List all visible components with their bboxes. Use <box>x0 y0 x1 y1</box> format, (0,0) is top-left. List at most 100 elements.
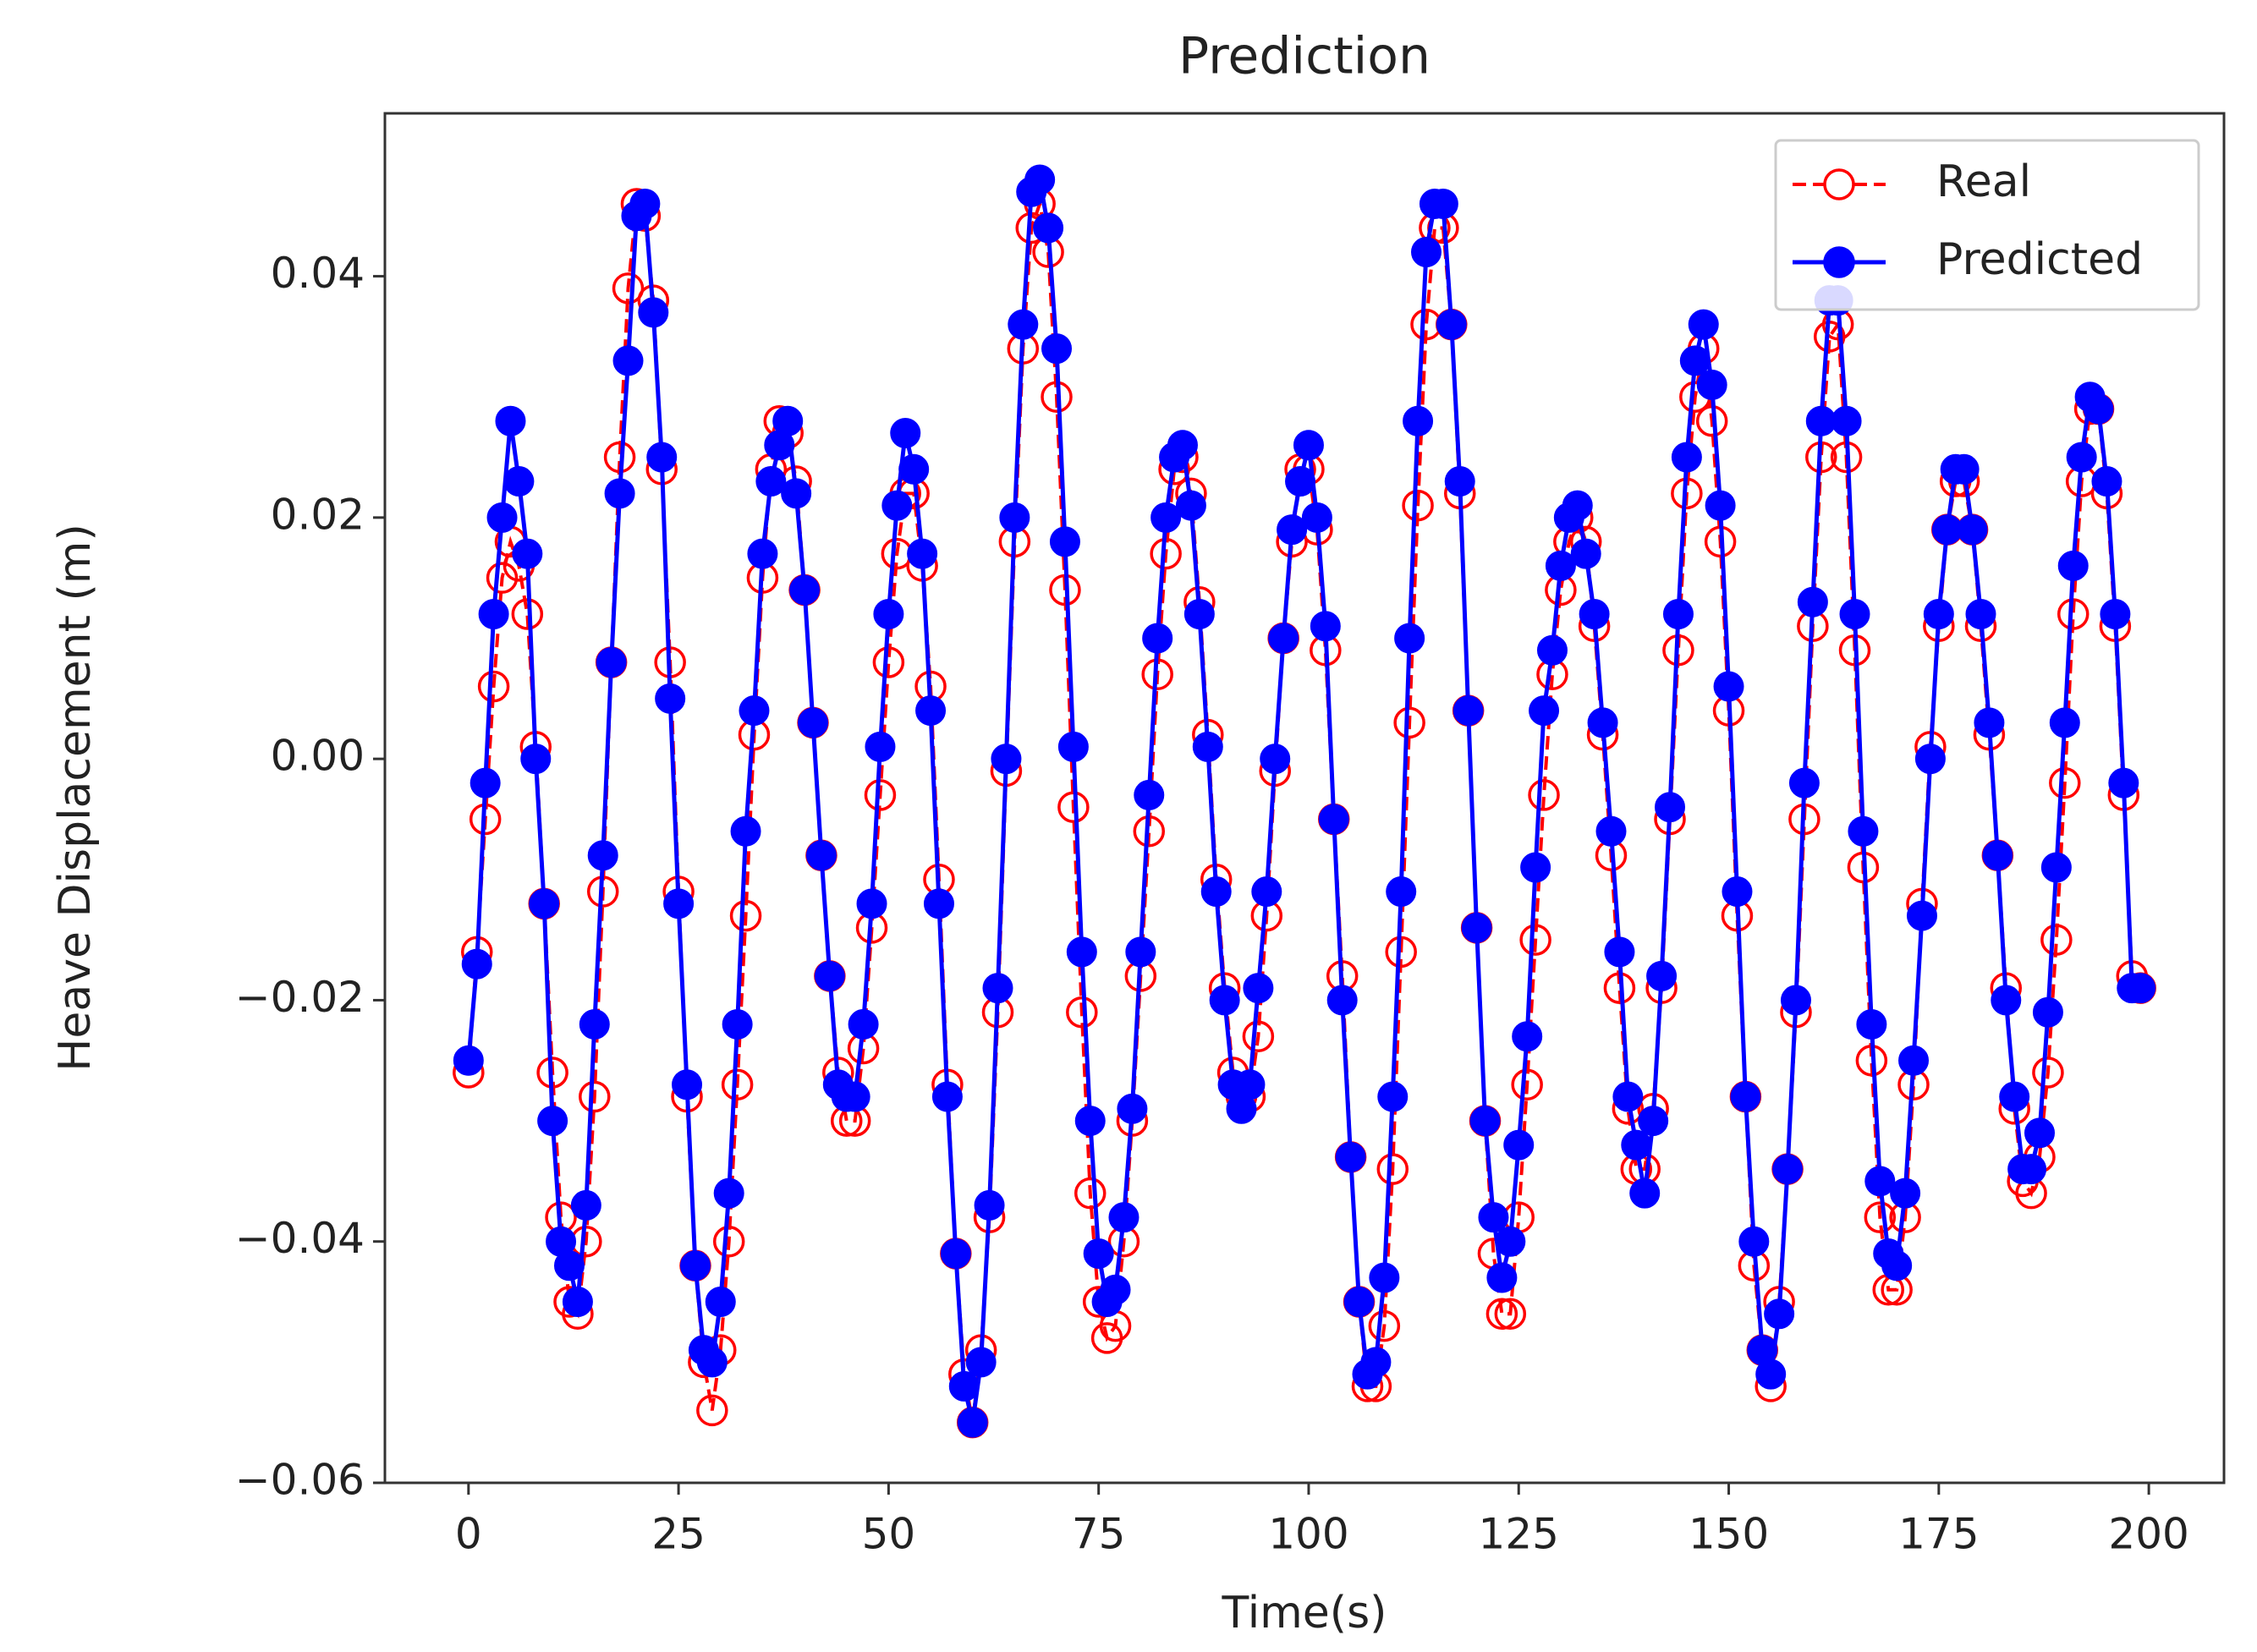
predicted-marker <box>1780 985 1811 1016</box>
predicted-marker <box>1705 490 1736 521</box>
real-marker <box>729 899 762 932</box>
predicted-marker <box>1243 973 1274 1004</box>
predicted-marker <box>982 973 1013 1004</box>
predicted-marker <box>1125 936 1156 968</box>
predicted-marker <box>1310 611 1341 642</box>
predicted-marker <box>1234 1069 1266 1100</box>
real-marker <box>1066 996 1098 1029</box>
predicted-marker <box>713 1177 744 1209</box>
x-tick-label: 50 <box>862 1510 916 1559</box>
predicted-marker <box>789 574 821 606</box>
x-tick-label: 150 <box>1689 1510 1769 1559</box>
predicted-marker <box>931 1081 963 1112</box>
predicted-marker <box>1326 985 1358 1016</box>
predicted-marker <box>553 1250 585 1282</box>
predicted-marker <box>1646 960 1678 991</box>
predicted-marker <box>1520 852 1551 883</box>
predicted-marker <box>747 538 778 569</box>
predicted-marker <box>579 1008 610 1040</box>
predicted-marker <box>814 960 845 991</box>
predicted-marker <box>646 442 678 473</box>
predicted-marker <box>1293 430 1324 461</box>
real-marker <box>1494 1298 1527 1331</box>
predicted-marker <box>562 1287 593 1318</box>
predicted-marker <box>1797 586 1828 617</box>
predicted-marker <box>881 490 913 521</box>
predicted-marker <box>1183 598 1215 629</box>
predicted-marker <box>1999 1081 2030 1112</box>
predicted-marker <box>2083 393 2114 425</box>
predicted-marker <box>461 948 492 980</box>
real-marker <box>1519 924 1551 956</box>
predicted-marker <box>1881 1250 1913 1282</box>
y-tick-label: 0.04 <box>271 249 365 298</box>
real-marker <box>486 562 519 594</box>
predicted-marker <box>1906 900 1937 931</box>
predicted-marker <box>1595 815 1627 847</box>
predicted-marker <box>1772 1154 1804 1185</box>
predicted-marker <box>1579 598 1610 629</box>
predicted-marker <box>1192 731 1223 762</box>
predicted-marker <box>2057 550 2089 581</box>
predicted-marker <box>1461 912 1492 943</box>
predicted-marker <box>587 840 618 871</box>
predicted-marker <box>2125 973 2156 1004</box>
x-tick-label: 125 <box>1479 1510 1559 1559</box>
predicted-marker <box>856 888 887 919</box>
predicted-marker <box>1452 695 1484 727</box>
predicted-marker <box>1369 1262 1400 1293</box>
predicted-marker <box>940 1238 971 1269</box>
predicted-marker <box>1386 876 1417 908</box>
predicted-marker <box>1285 466 1316 497</box>
real-marker <box>477 670 510 703</box>
plot-frame <box>383 112 2226 1485</box>
predicted-marker <box>1839 598 1870 629</box>
real-marker <box>1528 779 1560 811</box>
predicted-marker <box>1621 1129 1652 1161</box>
predicted-marker <box>1436 309 1467 340</box>
predicted-marker <box>1041 333 1073 365</box>
real-marker <box>579 1080 611 1113</box>
predicted-marker <box>1469 1106 1501 1137</box>
real-marker <box>1393 706 1425 739</box>
predicted-marker <box>730 815 761 847</box>
predicted-marker <box>1755 1358 1787 1390</box>
predicted-marker <box>890 418 921 449</box>
predicted-marker <box>1671 442 1702 473</box>
predicted-marker <box>1277 514 1308 546</box>
predicted-marker <box>1974 707 2005 738</box>
predicted-marker <box>1175 490 1206 521</box>
predicted-marker <box>2066 442 2097 473</box>
legend-marker <box>1823 246 1855 278</box>
predicted-marker <box>696 1347 728 1378</box>
predicted-marker <box>798 707 829 738</box>
predicted-marker <box>2040 852 2072 883</box>
predicted-marker <box>1394 623 1425 654</box>
predicted-marker <box>1948 453 1980 485</box>
predicted-marker <box>1788 767 1820 799</box>
predicted-marker <box>1662 598 1694 629</box>
predicted-marker <box>781 478 812 509</box>
predicted-marker <box>655 683 686 714</box>
predicted-marker <box>1108 1202 1139 1233</box>
predicted-marker <box>873 598 904 629</box>
predicted-marker <box>1512 1021 1543 1052</box>
predicted-marker <box>495 405 526 436</box>
predicted-marker <box>470 767 501 799</box>
predicted-marker <box>1696 369 1727 400</box>
legend-marker <box>1823 168 1855 200</box>
predicted-marker <box>991 744 1022 775</box>
real-marker <box>612 272 645 305</box>
x-tick-label: 25 <box>651 1510 706 1559</box>
real-marker <box>1242 1020 1275 1052</box>
predicted-marker <box>2108 767 2139 799</box>
predicted-marker <box>2024 1117 2056 1149</box>
predicted-marker <box>1117 1093 1148 1124</box>
predicted-marker <box>1200 876 1232 908</box>
predicted-marker <box>1570 538 1601 569</box>
real-marker <box>1376 1153 1409 1185</box>
real-marker <box>872 646 905 678</box>
legend-label: Predicted <box>1936 234 2143 285</box>
real-marker <box>2040 924 2073 956</box>
